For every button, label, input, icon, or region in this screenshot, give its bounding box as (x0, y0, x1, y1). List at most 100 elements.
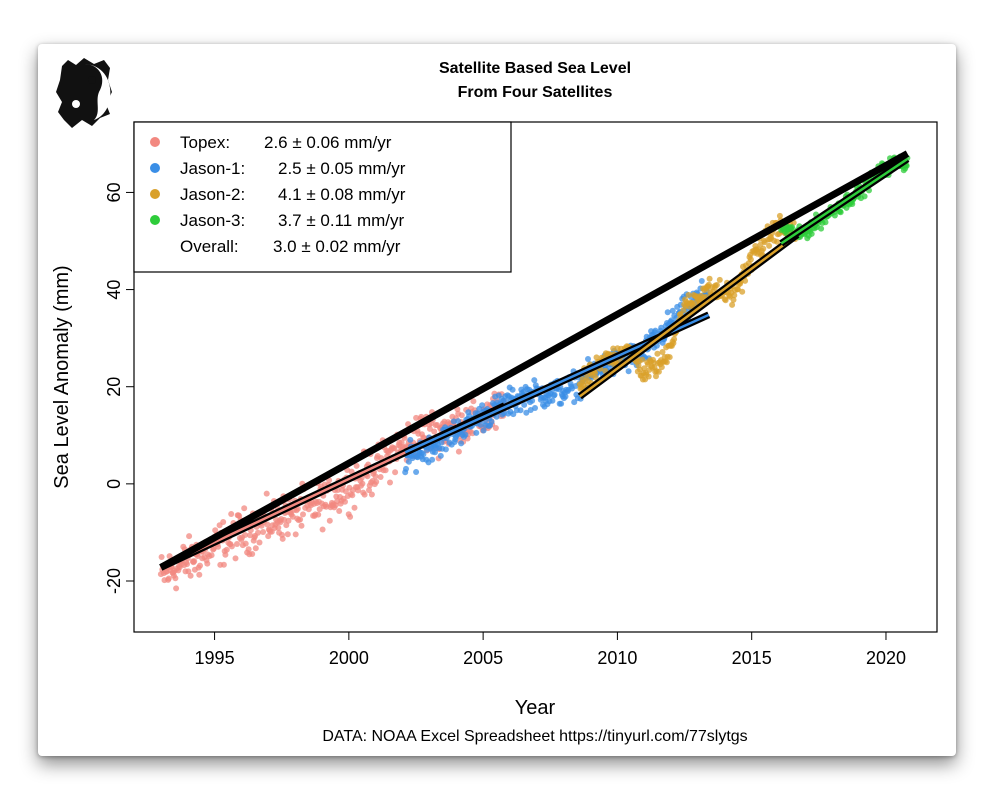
data-point (653, 373, 659, 380)
data-point (510, 411, 517, 418)
data-point (479, 402, 486, 409)
series-topex-points (157, 390, 508, 592)
legend-marker (150, 163, 160, 173)
x-tick-label: 2020 (866, 648, 906, 668)
data-point (789, 224, 796, 231)
data-point (558, 400, 565, 407)
jason-2-trend-line (579, 233, 799, 398)
data-point (326, 517, 333, 524)
yin-yang-logo (56, 58, 112, 128)
data-point (431, 428, 438, 435)
data-point (361, 491, 368, 498)
overall-trend-outline (159, 150, 910, 571)
data-point (706, 275, 713, 282)
legend-rate: 3.0 ± 0.02 mm/yr (273, 237, 401, 256)
data-point (521, 401, 528, 408)
data-point (450, 418, 457, 425)
data-point (373, 478, 380, 485)
data-point (437, 452, 444, 459)
data-point (473, 429, 480, 436)
data-point (220, 561, 227, 568)
data-point (458, 412, 465, 419)
data-point (204, 560, 211, 567)
data-point (808, 230, 815, 237)
data-point (398, 439, 405, 446)
data-point (429, 456, 436, 463)
data-caption: DATA: NOAA Excel Spreadsheet https://tin… (322, 728, 747, 745)
data-point (215, 543, 222, 550)
data-point (300, 511, 306, 518)
data-point (652, 327, 659, 334)
data-point (260, 529, 267, 535)
data-point (255, 529, 261, 536)
data-point (742, 277, 749, 284)
data-point (509, 386, 516, 393)
data-point (462, 431, 469, 438)
data-point (249, 551, 256, 557)
data-point (165, 575, 172, 582)
data-point (655, 368, 662, 375)
data-point (323, 503, 330, 510)
data-point (610, 345, 617, 352)
chart-title: Satellite Based Sea Level (439, 60, 631, 77)
data-point (729, 301, 736, 308)
data-point (658, 364, 665, 371)
data-point (172, 575, 179, 582)
data-point (349, 492, 356, 499)
data-point (455, 448, 462, 455)
data-point (342, 498, 348, 505)
data-point (403, 465, 409, 472)
data-point (232, 555, 239, 562)
x-axis: 1995 2000 2005 2010 2015 2020 (195, 632, 906, 668)
data-point (387, 479, 393, 486)
data-point (241, 505, 248, 512)
data-point (480, 427, 487, 434)
data-point (492, 425, 499, 431)
chart-card: Satellite Based Sea Level From Four Sate… (38, 44, 956, 756)
data-point (551, 391, 558, 398)
data-point (585, 356, 591, 362)
data-point (407, 436, 414, 443)
data-point (284, 531, 291, 538)
data-point (252, 545, 259, 552)
data-point (549, 397, 556, 404)
data-point (413, 469, 420, 475)
chart-subtitle: From Four Satellites (458, 84, 613, 101)
data-point (442, 446, 449, 453)
data-point (625, 368, 632, 375)
data-point (685, 292, 692, 298)
data-point (747, 256, 754, 263)
data-point (666, 354, 673, 361)
data-point (645, 373, 652, 380)
data-point (731, 292, 738, 299)
legend-rate: 3.7 ± 0.11 mm/yr (278, 211, 405, 230)
x-tick-label: 1995 (195, 648, 235, 668)
data-point (639, 356, 646, 363)
legend-label: Overall: (180, 237, 239, 256)
sea-level-chart: Satellite Based Sea Level From Four Sate… (51, 58, 938, 745)
data-point (263, 490, 270, 497)
data-point (774, 238, 780, 245)
data-point (166, 553, 173, 560)
data-point (208, 552, 215, 559)
data-point (517, 407, 524, 414)
data-point (818, 225, 825, 232)
data-point (256, 539, 263, 546)
data-point (297, 516, 304, 523)
data-point (776, 212, 783, 219)
legend-label: Topex: (180, 133, 230, 152)
legend-rate: 2.6 ± 0.06 mm/yr (264, 133, 392, 152)
data-point (275, 524, 282, 531)
legend-marker (150, 137, 160, 147)
data-point (766, 242, 773, 249)
data-point (187, 572, 194, 579)
data-point (739, 288, 746, 295)
data-point (571, 399, 578, 406)
x-axis-label: Year (515, 697, 556, 719)
trend-lines (159, 150, 910, 571)
data-point (158, 554, 165, 560)
x-tick-label: 2015 (732, 648, 772, 668)
data-point (663, 359, 670, 366)
data-point (184, 561, 190, 568)
data-point (228, 543, 235, 550)
